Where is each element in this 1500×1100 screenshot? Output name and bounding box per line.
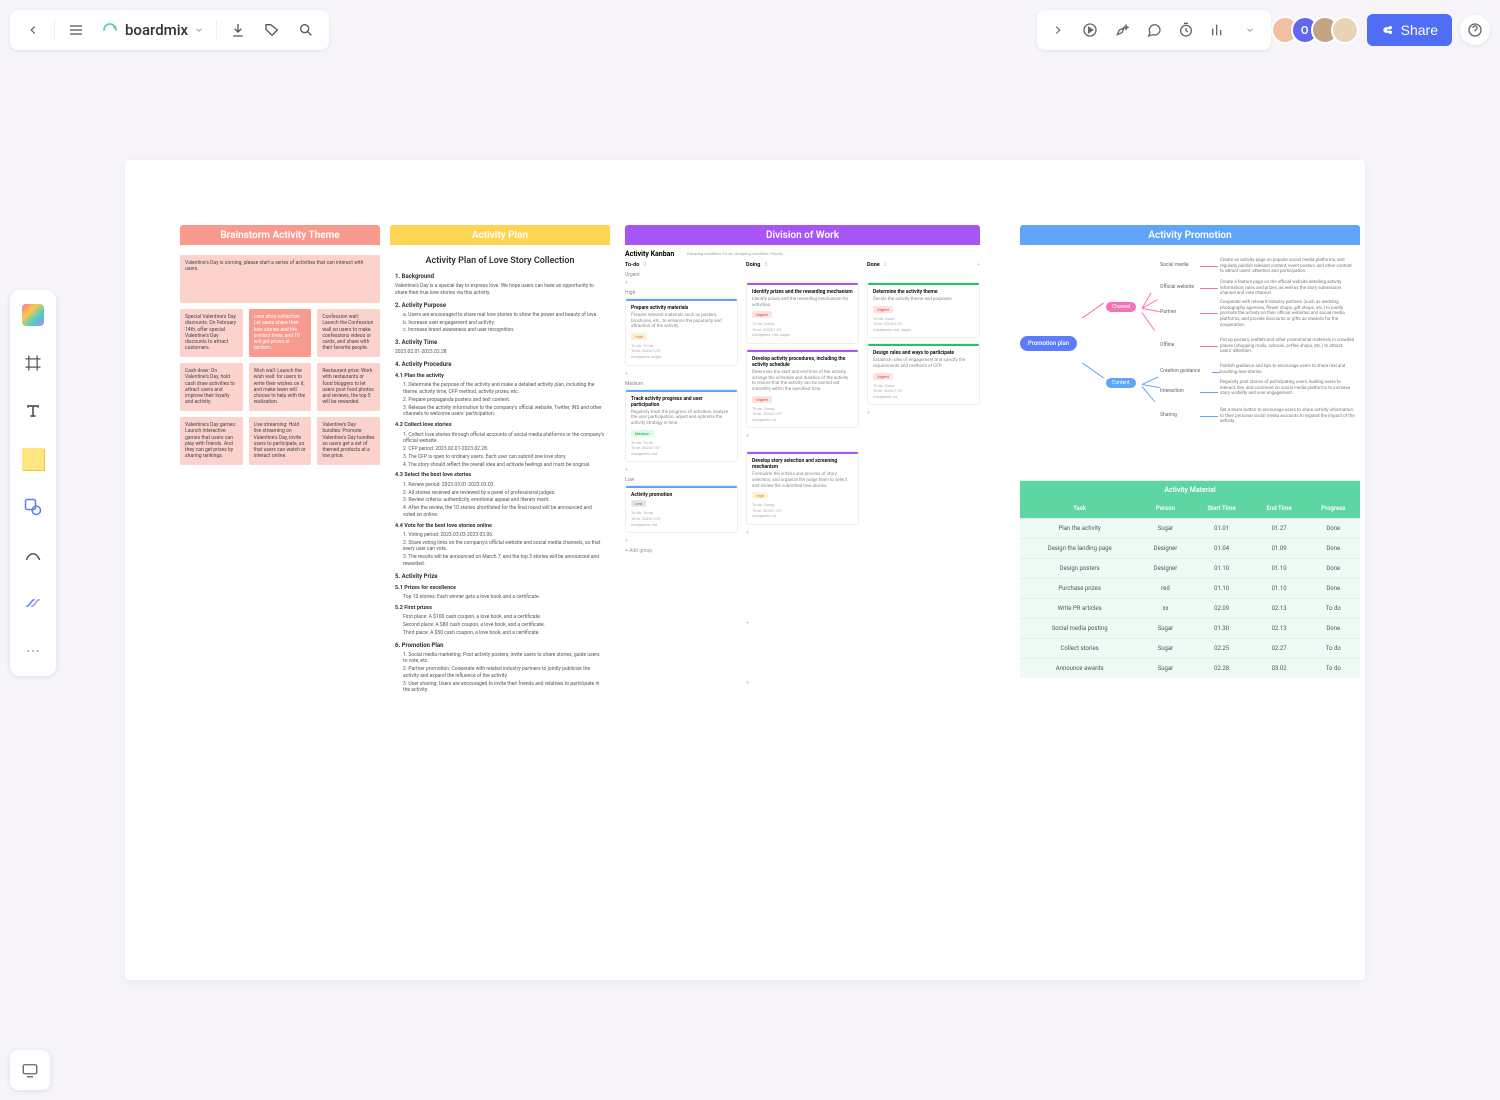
- kanban-col-doing: Doing3 Identify prizes and the rewarding…: [746, 262, 859, 688]
- connector-tool[interactable]: [18, 588, 48, 618]
- kanban-card[interactable]: Develop story selection and screening me…: [746, 451, 859, 525]
- kanban-col-todo: To-do0 Urgent + High Prepare activity ma…: [625, 262, 738, 688]
- kanban-subtitle: Grouping condition: To-do; Grouping cond…: [687, 251, 980, 256]
- section-promotion: Activity Promotion: [1020, 225, 1360, 245]
- table-row[interactable]: Announce awardsSugar02.2803.02To do: [1020, 659, 1360, 679]
- table-header: Start Time: [1192, 499, 1252, 519]
- table-header: End Time: [1252, 499, 1307, 519]
- kanban-card[interactable]: Prepare activity materials Prepare relev…: [625, 298, 738, 366]
- mindmap-node[interactable]: Channel: [1106, 302, 1136, 312]
- table-title: Activity Material: [1020, 481, 1360, 500]
- more-tools[interactable]: [18, 636, 48, 666]
- text-tool[interactable]: [18, 396, 48, 426]
- sticky-note[interactable]: Restaurant prize: Work with restaurants …: [317, 363, 380, 411]
- line-tool[interactable]: [18, 540, 48, 570]
- chart-icon[interactable]: [1203, 15, 1233, 45]
- add-card[interactable]: +: [625, 538, 738, 544]
- plan-title: Activity Plan of Love Story Collection: [395, 255, 605, 267]
- kanban-col-done: Done2+ Determine the activity theme Deci…: [867, 262, 980, 688]
- sticky-note[interactable]: Valentine's Day bundles: Promote Valenti…: [317, 417, 380, 465]
- add-card[interactable]: +: [867, 410, 980, 416]
- section-division: Division of Work: [625, 225, 980, 245]
- brand-name: boardmix: [125, 21, 188, 39]
- table-header: Person: [1139, 499, 1191, 519]
- more-icon[interactable]: [1235, 15, 1265, 45]
- kanban-card[interactable]: Determine the activity theme Decide the …: [867, 282, 980, 338]
- help-icon[interactable]: [1460, 15, 1490, 45]
- sticky-note[interactable]: Live streaming: Hold live streaming on V…: [249, 417, 312, 465]
- share-label: Share: [1401, 22, 1438, 38]
- add-card[interactable]: +: [625, 280, 738, 286]
- plan-document[interactable]: Activity Plan of Love Story Collection 1…: [395, 255, 605, 695]
- section-brainstorm: Brainstorm Activity Theme: [180, 225, 380, 245]
- kanban-card[interactable]: Track activity progress and user partici…: [625, 389, 738, 463]
- mindmap-node[interactable]: Content: [1106, 378, 1136, 388]
- search-icon[interactable]: [291, 15, 321, 45]
- play-icon[interactable]: [1075, 15, 1105, 45]
- kanban-card[interactable]: Develop activity procedures, including t…: [746, 349, 859, 428]
- frame-tool[interactable]: [18, 348, 48, 378]
- canvas[interactable]: Brainstorm Activity Theme Activity Plan …: [125, 160, 1365, 980]
- add-card[interactable]: +: [746, 620, 859, 626]
- sticky-note[interactable]: Wish wall: Launch the wish wall: for use…: [249, 363, 312, 411]
- sticky-note[interactable]: Special Valentine's Day discounts: On Fe…: [180, 309, 243, 357]
- section-plan: Activity Plan: [390, 225, 610, 245]
- table-row[interactable]: Social media postingSugar01.3002.13Done: [1020, 619, 1360, 639]
- table-header: Progress: [1307, 499, 1360, 519]
- mindmap[interactable]: Promotion plan Channel Content Social me…: [1020, 260, 1360, 450]
- collaborator-avatars[interactable]: O: [1279, 16, 1359, 44]
- chevron-right-icon[interactable]: [1043, 15, 1073, 45]
- tag-icon[interactable]: [257, 15, 287, 45]
- slides-button[interactable]: [10, 1050, 50, 1090]
- kanban-card[interactable]: Activity promotion Low To-do: To-do Time…: [625, 485, 738, 533]
- logo-tool[interactable]: [18, 300, 48, 330]
- add-group[interactable]: + Add group: [625, 548, 738, 554]
- activity-material-table[interactable]: Activity Material TaskPersonStart TimeEn…: [1020, 480, 1360, 678]
- comment-icon[interactable]: [1139, 15, 1169, 45]
- download-icon[interactable]: [223, 15, 253, 45]
- add-card[interactable]: +: [625, 371, 738, 377]
- add-card[interactable]: +: [625, 467, 738, 473]
- notes-grid: Valentine's Day is coming, please start …: [180, 255, 380, 465]
- sticky-note[interactable]: Confession wall: Launch the Confession w…: [317, 309, 380, 357]
- table-row[interactable]: Write PR articlesxx02.0902.13To do: [1020, 599, 1360, 619]
- sticky-note[interactable]: Valentine's Day is coming, please start …: [180, 255, 380, 303]
- table-row[interactable]: Design the landing pageDesigner01.0401.0…: [1020, 539, 1360, 559]
- kanban-card[interactable]: Design rules and ways to participate Est…: [867, 343, 980, 405]
- back-icon[interactable]: [18, 15, 48, 45]
- mindmap-root[interactable]: Promotion plan: [1020, 336, 1077, 351]
- table-header: Task: [1020, 499, 1139, 519]
- add-card[interactable]: +: [746, 530, 859, 536]
- sparkle-icon[interactable]: [1107, 15, 1137, 45]
- sticky-note[interactable]: Valentine's Day games: Launch interactiv…: [180, 417, 243, 465]
- shape-tool[interactable]: [18, 492, 48, 522]
- add-card[interactable]: +: [746, 680, 859, 686]
- table-row[interactable]: Design postersDesigner01.1001.10Done: [1020, 559, 1360, 579]
- brand-dropdown[interactable]: boardmix: [95, 21, 210, 39]
- kanban-board[interactable]: Activity Kanban Grouping condition: To-d…: [625, 250, 980, 688]
- table-row[interactable]: Collect storiesSugar02.2502.27To do: [1020, 639, 1360, 659]
- menu-icon[interactable]: [61, 15, 91, 45]
- table-row[interactable]: Purchase prizesred01.1001.10Done: [1020, 579, 1360, 599]
- sticky-note[interactable]: Love story collection: Let users share t…: [249, 309, 312, 357]
- share-button[interactable]: Share: [1367, 14, 1452, 46]
- sticky-note-tool[interactable]: [18, 444, 48, 474]
- timer-icon[interactable]: [1171, 15, 1201, 45]
- kanban-card[interactable]: Identify prizes and the rewarding mechan…: [746, 282, 859, 344]
- sticky-note[interactable]: Cash draw: On Valentine's Day, hold cash…: [180, 363, 243, 411]
- table-row[interactable]: Plan the activitySugar01.0101.27Done: [1020, 519, 1360, 539]
- add-card[interactable]: +: [746, 433, 859, 439]
- left-toolbar: [10, 290, 56, 676]
